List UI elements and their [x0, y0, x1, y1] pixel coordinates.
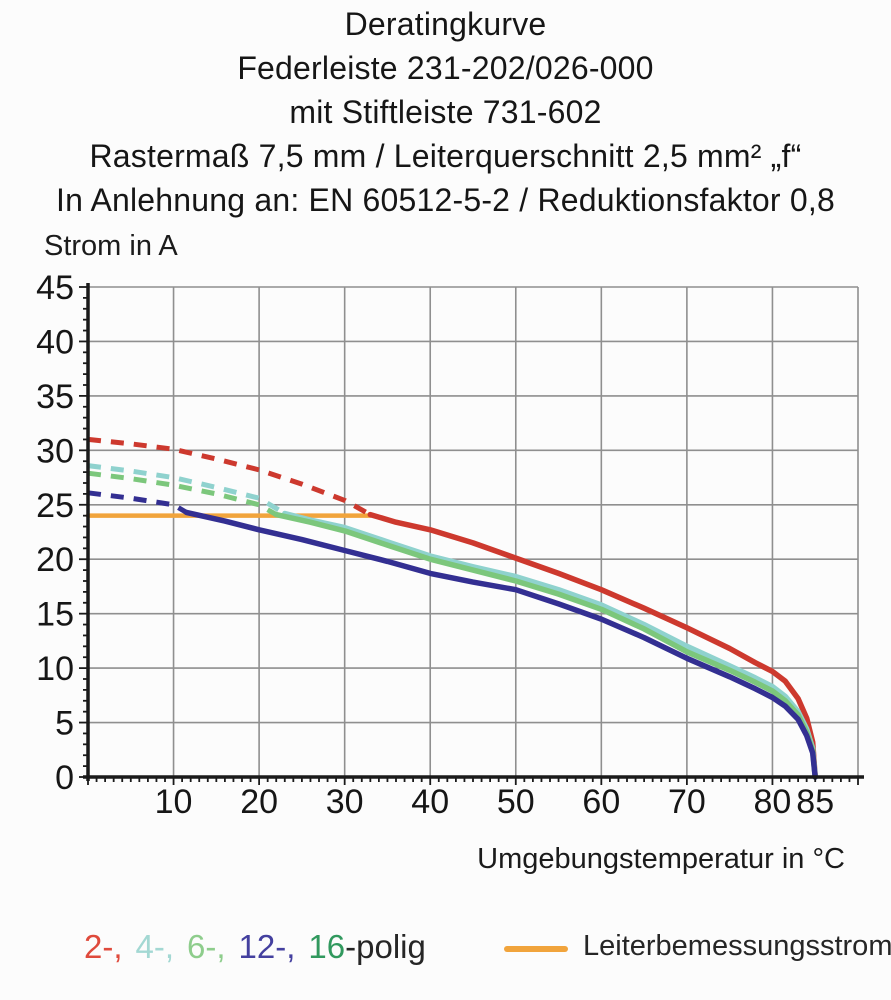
y-tick-label: 5	[55, 705, 74, 743]
x-tick-label: 40	[411, 783, 449, 821]
y-tick-label: 0	[55, 759, 74, 797]
legend-segment-4: 4-,	[135, 928, 175, 965]
y-tick-label: 30	[36, 432, 74, 470]
title-line-4: Rastermaß 7,5 mm / Leiterquerschnitt 2,5…	[89, 138, 802, 174]
title-line-3: mit Stiftleiste 731-602	[289, 94, 602, 130]
legend-pole-counts: 2-, 4-, 6-, 12-, 16-polig	[84, 928, 426, 966]
curve-6-polig-solid	[273, 511, 818, 780]
x-tick-label: 60	[582, 783, 620, 821]
legend-segment-16: 16	[308, 928, 346, 965]
legend-segment-12: 12-,	[238, 928, 296, 965]
legend-segment-polig: -polig	[345, 928, 426, 965]
x-tick-label: 85	[796, 783, 834, 821]
title-line-5: In Anlehnung an: EN 60512-5-2 / Reduktio…	[56, 182, 835, 218]
chart-title-block: Deratingkurve Federleiste 231-202/026-00…	[0, 2, 891, 222]
x-tick-label: 30	[326, 783, 364, 821]
x-tick-label: 80	[754, 783, 792, 821]
curve-6-polig-dashed	[87, 470, 278, 517]
rated-current-label: Leiterbemessungsstrom	[583, 930, 891, 962]
title-line-2: Federleiste 231-202/026-000	[237, 50, 654, 86]
legend-rated-current: Leiterbemessungsstrom	[504, 930, 891, 963]
tick-labels: 10 20 30 40 50 60 70 80 85 0 5 10 15 20 25 30 35 40 45	[36, 269, 834, 821]
legend-segment-6: 6-,	[187, 928, 226, 965]
y-tick-label: 15	[36, 596, 74, 634]
x-tick-label: 70	[668, 783, 706, 821]
curve-2-polig-solid	[367, 511, 818, 780]
x-axis-title: Umgebungstemperatur in °C	[477, 843, 845, 875]
curve-2-polig-dashed	[87, 436, 372, 517]
y-axis-title: Strom in A	[44, 230, 178, 262]
y-tick-label: 10	[36, 650, 74, 688]
title-line-1: Deratingkurve	[344, 6, 547, 42]
y-tick-label: 40	[36, 323, 74, 361]
axes	[83, 283, 864, 781]
curve-12-polig-solid	[183, 509, 818, 780]
curve-12-polig-dashed	[87, 490, 188, 515]
tick-marks	[79, 286, 859, 785]
y-tick-label: 45	[36, 269, 74, 307]
y-tick-label: 20	[36, 541, 74, 579]
x-tick-label: 10	[155, 783, 193, 821]
y-tick-label: 25	[36, 487, 74, 525]
y-tick-label: 35	[36, 378, 74, 416]
grid-lines	[88, 286, 859, 777]
legend-segment-2: 2-,	[84, 928, 123, 965]
curve-4-polig-dashed	[87, 463, 287, 516]
x-tick-label: 50	[497, 783, 535, 821]
rated-current-line-swatch	[504, 945, 568, 952]
x-tick-label: 20	[240, 783, 278, 821]
